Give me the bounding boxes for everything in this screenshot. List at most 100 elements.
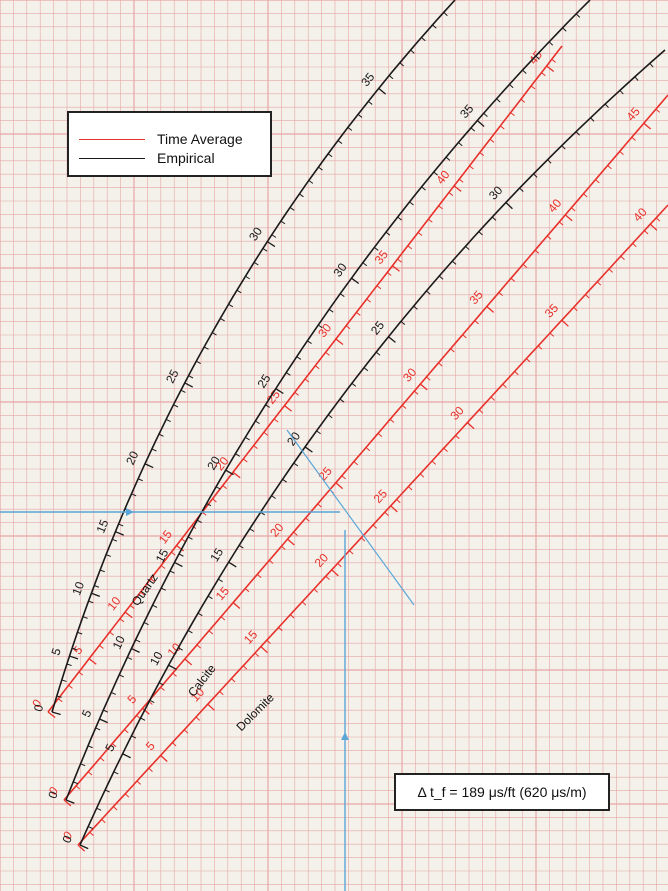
series-tick-time-average-dolomite [136,780,142,785]
series-major-tick-empirical-calcite [65,799,75,804]
series-tick-empirical-dolomite [140,717,146,721]
series-tick-time-average-quartz [345,325,351,330]
series-tick-time-average-dolomite [632,243,637,248]
series-tick-time-average-calcite [293,531,298,536]
series-tick-time-average-quartz [253,445,258,450]
tick-label-time-average-dolomite: 40 [630,205,650,225]
series-line-empirical-dolomite [79,49,666,846]
tick-label-time-average-dolomite: 5 [143,738,158,753]
tick-label-empirical-quartz: 0 [31,703,46,714]
series-tick-time-average-calcite [413,390,419,395]
series-tick-empirical-dolomite [339,398,345,403]
tick-label-time-average-quartz: 40 [433,167,452,186]
series-tick-time-average-dolomite [644,230,649,235]
guide-line-diagonal [286,429,415,606]
series-tick-time-average-calcite [607,165,612,170]
series-tick-time-average-dolomite [596,281,602,286]
series-tick-empirical-dolomite [178,647,183,651]
series-tick-empirical-calcite [535,55,540,60]
series-tick-empirical-calcite [80,763,86,767]
tick-label-empirical-quartz: 35 [358,70,377,89]
series-tick-empirical-calcite [575,13,581,18]
series-tick-time-average-calcite [99,757,105,762]
series-tick-time-average-quartz [150,578,156,583]
series-tick-time-average-dolomite [148,767,153,772]
series-tick-empirical-quartz [188,375,194,379]
tick-label-empirical-dolomite: 10 [147,649,166,668]
series-tick-empirical-quartz [180,389,186,393]
series-tick-time-average-dolomite [537,345,543,350]
series-tick-time-average-quartz [448,192,454,196]
series-tick-empirical-dolomite [271,495,276,499]
series-tick-time-average-quartz [469,165,474,170]
series-tick-empirical-calcite [385,231,391,236]
series-major-tick-time-average-calcite [486,306,495,313]
series-tick-time-average-quartz [99,645,104,649]
series-tick-empirical-quartz [137,478,143,482]
series-tick-empirical-calcite [169,570,175,574]
series-tick-empirical-calcite [509,84,514,89]
series-tick-empirical-quartz [211,332,217,336]
series-tick-time-average-calcite [534,249,540,254]
series-tick-empirical-quartz [112,538,118,542]
series-tick-empirical-quartz [432,24,437,29]
tick-label-empirical-quartz: 20 [123,449,141,467]
series-major-tick-empirical-dolomite [388,336,396,343]
series-tick-time-average-calcite [317,503,322,508]
series-major-tick-time-average-calcite [564,214,573,222]
legend-item-time-average: Time Average [79,130,243,148]
series-tick-empirical-quartz [105,554,111,557]
series-tick-empirical-dolomite [491,216,497,221]
series-tick-empirical-dolomite [363,367,369,372]
series-tick-time-average-dolomite [349,550,354,555]
series-tick-time-average-dolomite [384,511,389,516]
series-tick-empirical-quartz [88,600,94,604]
series-tick-time-average-calcite [196,644,202,649]
series-tick-empirical-calcite [255,420,260,425]
series-tick-empirical-quartz [196,360,201,365]
series-tick-empirical-dolomite [575,131,580,136]
series-tick-empirical-calcite [161,587,166,591]
series-tick-empirical-dolomite [533,173,538,178]
series-tick-empirical-calcite [135,639,141,643]
series-tick-empirical-dolomite [426,290,431,295]
series-tick-empirical-dolomite [149,699,155,704]
series-tick-empirical-quartz [299,193,304,198]
series-tick-empirical-dolomite [619,90,624,95]
series-tick-time-average-dolomite [608,268,614,273]
series-tick-time-average-dolomite [478,409,484,414]
series-tick-empirical-calcite [317,324,323,329]
series-tick-time-average-quartz [263,431,269,436]
series-tick-time-average-dolomite [195,716,201,721]
series-tick-empirical-calcite [206,502,212,507]
series-tick-empirical-calcite [397,216,402,221]
series-tick-time-average-dolomite [360,537,366,542]
series-tick-time-average-calcite [438,362,443,367]
series-tick-empirical-quartz [165,418,171,423]
tick-label-empirical-calcite: 0 [45,789,61,801]
series-tick-empirical-calcite [328,308,334,313]
fluid-transit-time-box: Δ t_f = 189 μs/ft (620 μs/m) [394,773,610,811]
legend-label-empirical: Empirical [157,150,215,166]
series-tick-empirical-quartz [410,49,415,54]
series-major-tick-empirical-dolomite [168,664,177,671]
series-tick-empirical-quartz [262,248,268,252]
series-tick-empirical-calcite [245,436,250,441]
series-tick-empirical-quartz [66,663,72,667]
series-tick-time-average-dolomite [101,819,106,824]
series-tick-empirical-dolomite [207,595,213,600]
series-tick-time-average-calcite [558,221,564,226]
series-tick-time-average-dolomite [254,652,260,657]
series-tick-time-average-calcite [595,179,600,184]
tick-label-empirical-calcite: 15 [153,546,172,565]
series-major-tick-empirical-quartz [51,711,61,716]
series-tick-empirical-dolomite [88,826,93,830]
series-tick-empirical-dolomite [561,145,566,150]
series-major-tick-time-average-quartz [124,611,133,619]
series-major-tick-time-average-dolomite [207,703,215,711]
series-tick-time-average-quartz [407,245,413,250]
series-tick-empirical-quartz [280,220,286,225]
series-tick-time-average-dolomite [219,691,224,696]
series-tick-time-average-quartz [366,298,371,303]
series-tick-time-average-calcite [256,574,262,579]
